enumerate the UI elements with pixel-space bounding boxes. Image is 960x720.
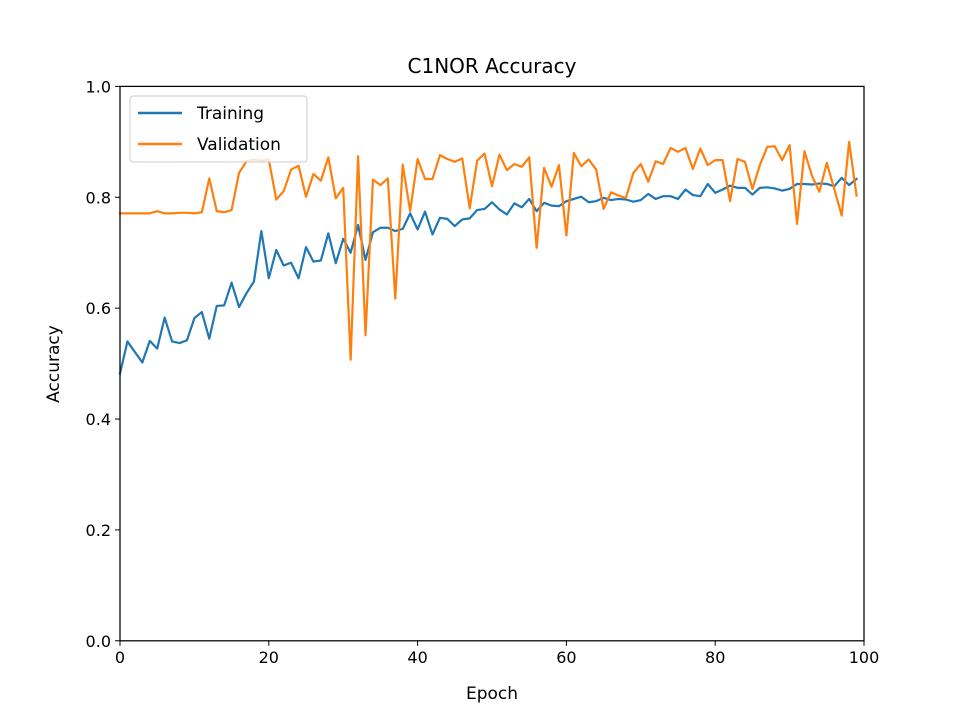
y-axis-label: Accuracy: [44, 325, 64, 403]
y-tick-label: 1.0: [86, 77, 111, 96]
y-tick-label: 0.4: [86, 410, 111, 429]
y-tick-label: 0.2: [86, 521, 111, 540]
x-tick-label: 80: [705, 648, 725, 667]
y-tick-label: 0.8: [86, 188, 111, 207]
y-tick-label: 0.6: [86, 299, 111, 318]
series-line-validation: [118, 140, 858, 361]
x-axis-ticks: 0 20 40 60 80 100: [115, 640, 880, 667]
x-tick-label: 0: [115, 648, 125, 667]
legend-label-validation: Validation: [197, 135, 281, 155]
legend: Training Validation: [129, 95, 308, 163]
series-line-training: [118, 176, 859, 375]
legend-label-training: Training: [196, 104, 264, 124]
series-layer: [118, 140, 859, 375]
plot-frame: [119, 85, 865, 642]
y-axis-ticks: 0.0 0.2 0.4 0.6 0.8 1.0: [86, 77, 120, 651]
y-tick-label: 0.0: [86, 632, 111, 651]
x-tick-label: 20: [259, 648, 279, 667]
x-tick-label: 60: [556, 648, 576, 667]
x-tick-label: 100: [849, 648, 880, 667]
chart-title: C1NOR Accuracy: [408, 54, 577, 78]
x-axis-label: Epoch: [466, 684, 518, 704]
x-tick-label: 40: [407, 648, 427, 667]
